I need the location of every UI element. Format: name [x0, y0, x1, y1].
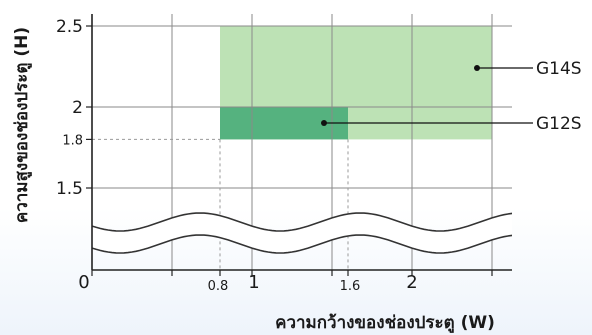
plot-area	[92, 14, 512, 270]
series-callouts: G14S G12S	[321, 59, 582, 134]
y-axis-title: ความสูงของช่องประตู (H)	[12, 27, 33, 223]
x-tick-label: 0.8	[208, 279, 229, 294]
break-line-top	[92, 212, 512, 232]
break-band-fill	[92, 213, 512, 253]
y-tick-label: 2.5	[56, 17, 83, 37]
y-tick-label: 1.5	[56, 179, 83, 199]
guide-lines	[92, 138, 349, 270]
series-label-g12s: G12S	[536, 114, 582, 134]
y-tick-label: 1.8	[62, 133, 83, 148]
x-axis-title: ความกว้างของช่องประตู (W)	[275, 313, 495, 334]
x-tick-label: 2	[406, 272, 417, 293]
y-tick-label: 2	[72, 98, 83, 118]
tick-labels: 1.5 1.8 2 2.5 0 0.8 1 1.6 2	[56, 17, 418, 294]
size-regions	[220, 26, 492, 140]
x-tick-label: 1.6	[340, 279, 361, 294]
x-tick-label: 0	[78, 272, 89, 293]
break-line-bottom	[92, 234, 512, 254]
axes	[86, 14, 512, 276]
axis-break-band	[92, 212, 512, 254]
x-tick-label: 1	[248, 272, 259, 293]
series-label-g14s: G14S	[536, 59, 582, 79]
